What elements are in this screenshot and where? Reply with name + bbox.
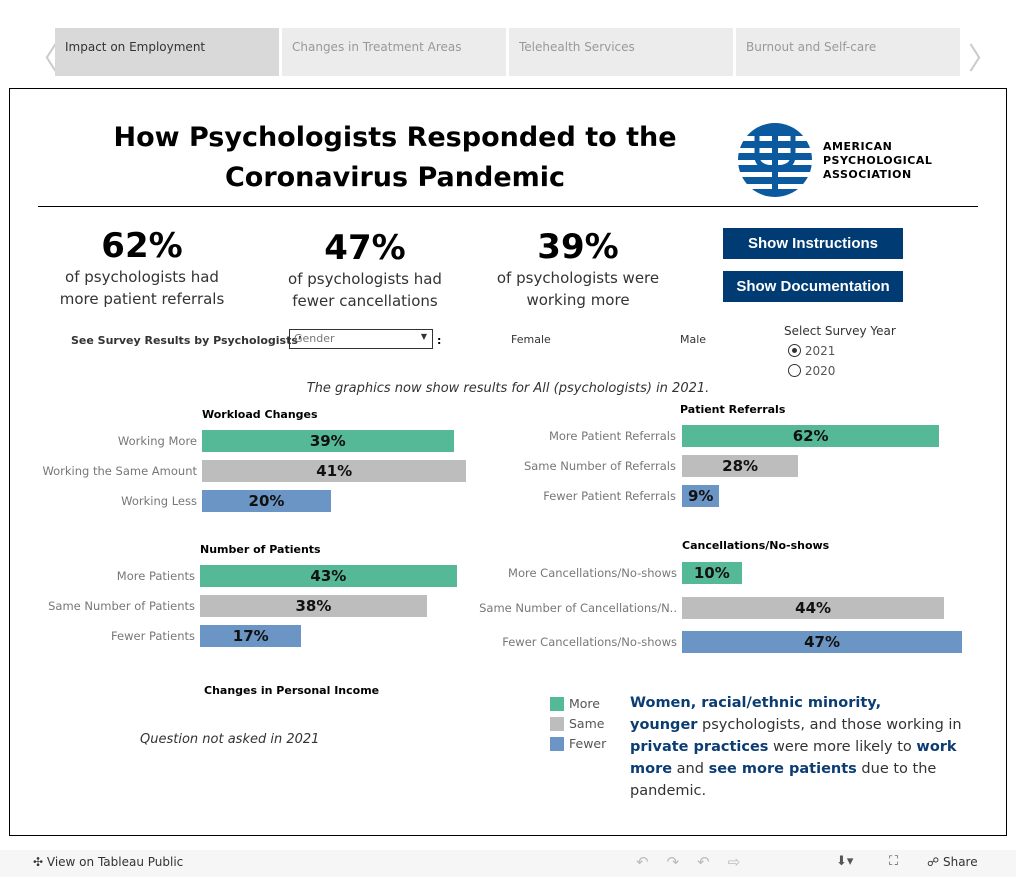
kpi-working-more: 39% of psychologists were working more [496, 227, 660, 309]
referrals-bar[interactable]: 28% [682, 455, 799, 477]
undo-icon[interactable]: ↶ [636, 853, 667, 871]
workload-category-label: Working Less [121, 494, 197, 508]
refresh-icon[interactable]: ⇨ [727, 853, 759, 871]
legend-fewer-swatch [550, 737, 564, 751]
tableau-icon: ✣ [33, 855, 44, 869]
tableau-footer: ✣ View on Tableau Public ↶↷↶⇨ ⬇▾ ⛶ ☍ Sha… [0, 850, 1016, 877]
apa-logo [737, 122, 813, 198]
chevron-down-icon: ▼ [420, 332, 427, 341]
page-title: How Psychologists Responded to the Corona… [113, 122, 677, 193]
radio-empty-icon [788, 364, 801, 377]
tab-telehealth-services[interactable]: Telehealth Services [509, 28, 733, 76]
referrals-category-label: Same Number of Referrals [523, 459, 676, 473]
next-tab-arrow[interactable]: 〉 [968, 42, 998, 77]
income-title: Changes in Personal Income [204, 684, 380, 697]
year-radio-2021[interactable]: 2021 [788, 344, 835, 358]
legend-more: More [569, 696, 600, 711]
referrals-bar[interactable]: 9% [682, 485, 720, 507]
share-icon: ☍ [927, 855, 940, 869]
legend-fewer: Fewer [569, 736, 607, 751]
patients-bar[interactable]: 17% [200, 625, 302, 647]
fullscreen-icon[interactable]: ⛶ [889, 854, 899, 869]
cancellations-chart-title: Cancellations/No-shows [682, 539, 830, 552]
income-note: Question not asked in 2021 [140, 732, 320, 747]
year-label: Select Survey Year [784, 324, 896, 338]
apa-logo-text: AMERICAN PSYCHOLOGICAL ASSOCIATION [823, 140, 933, 181]
cancellations-category-label: Fewer Cancellations/No-shows [502, 635, 677, 649]
workload-chart-title: Workload Changes [202, 408, 318, 421]
revert-icon[interactable]: ↶ [697, 853, 728, 871]
legend-same-swatch [550, 717, 564, 731]
filter-colon: : [437, 334, 442, 347]
patients-bar[interactable]: 38% [200, 595, 427, 617]
show-documentation-button[interactable]: Show Documentation [723, 271, 903, 302]
kpi-cancellations: 47% of psychologists had fewer cancellatio… [288, 228, 442, 310]
tab-changes-in-treatment-areas[interactable]: Changes in Treatment Areas [282, 28, 506, 76]
legend-more-swatch [550, 697, 564, 711]
referrals-category-label: Fewer Patient Referrals [543, 489, 676, 503]
cancellations-bar[interactable]: 47% [682, 631, 963, 653]
share-button[interactable]: ☍ Share [927, 855, 978, 869]
group-value-male: Male [680, 333, 707, 346]
download-icon[interactable]: ⬇▾ [836, 854, 854, 869]
referrals-chart-title: Patient Referrals [680, 403, 786, 416]
legend-same: Same [569, 716, 605, 731]
referrals-bar[interactable]: 62% [682, 425, 940, 447]
year-radio-2020[interactable]: 2020 [788, 364, 835, 378]
view-on-tableau-link[interactable]: ✣ View on Tableau Public [33, 855, 184, 869]
cancellations-bar[interactable]: 44% [682, 597, 945, 619]
tab-burnout-self-care[interactable]: Burnout and Self-care [736, 28, 960, 76]
kpi-referrals: 62% of psychologists had more patient refe… [59, 226, 225, 308]
redo-icon[interactable]: ↷ [666, 853, 698, 871]
patients-bar[interactable]: 43% [200, 565, 457, 587]
group-value-female: Female [511, 333, 551, 346]
patients-category-label: Same Number of Patients [48, 599, 195, 613]
workload-bar[interactable]: 39% [202, 430, 454, 452]
prev-tab-arrow[interactable]: 〈 [28, 42, 58, 77]
cancellations-category-label: Same Number of Cancellations/N.. [479, 601, 677, 615]
filter-label: See Survey Results by Psychologists’ [71, 334, 303, 347]
group-dropdown[interactable]: Gender ▼ [289, 329, 433, 349]
history-controls: ↶↷↶⇨ [636, 853, 758, 871]
tab-impact-on-employment[interactable]: Impact on Employment [55, 28, 279, 76]
workload-category-label: Working More [117, 434, 197, 448]
cancellations-bar[interactable]: 10% [682, 562, 742, 584]
cancellations-category-label: More Cancellations/No-shows [508, 566, 677, 580]
patients-chart-title: Number of Patients [200, 543, 321, 556]
referrals-category-label: More Patient Referrals [548, 429, 676, 443]
show-instructions-button[interactable]: Show Instructions [723, 228, 903, 259]
dashboard-frame [9, 88, 1007, 836]
workload-bar[interactable]: 41% [202, 460, 467, 482]
summary-text: Women, racial/ethnic minority, younger ps… [630, 695, 962, 799]
results-note: The graphics now show results for All (p… [306, 381, 710, 396]
workload-bar[interactable]: 20% [202, 490, 331, 512]
radio-selected-icon [788, 344, 801, 357]
workload-category-label: Working the Same Amount [42, 464, 197, 478]
patients-category-label: Fewer Patients [111, 629, 195, 643]
patients-category-label: More Patients [116, 569, 195, 583]
divider [38, 206, 978, 207]
